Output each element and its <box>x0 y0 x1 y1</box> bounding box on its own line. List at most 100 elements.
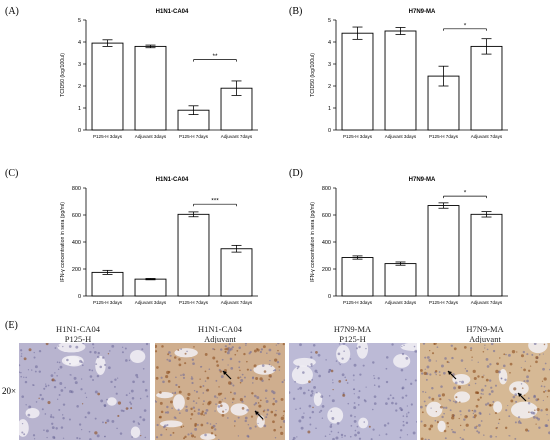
nucleus <box>424 368 426 370</box>
nucleus <box>89 350 92 354</box>
panel-label-c: (C) <box>5 168 19 179</box>
nucleus <box>330 430 333 433</box>
nucleus <box>385 402 388 405</box>
nucleus <box>146 395 149 398</box>
nucleus <box>245 344 247 346</box>
stain-spot <box>199 385 202 389</box>
stain-spot <box>160 410 164 414</box>
y-tick-label: 600 <box>322 213 331 219</box>
nucleus <box>354 433 357 437</box>
nucleus <box>477 361 479 363</box>
nucleus <box>431 387 434 390</box>
stain-spot <box>193 410 196 412</box>
nucleus <box>96 355 100 359</box>
nucleus <box>53 385 57 389</box>
stain-spot <box>481 375 484 379</box>
stain-spot <box>535 360 538 364</box>
nucleus <box>299 407 302 410</box>
nucleus <box>252 382 254 384</box>
nucleus <box>212 347 215 350</box>
nucleus <box>239 376 242 379</box>
nucleus <box>547 419 549 421</box>
nucleus <box>20 355 23 358</box>
nucleus <box>206 422 209 425</box>
stain-spot <box>262 345 266 349</box>
stain-spot <box>423 423 427 427</box>
stain-spot <box>204 353 208 356</box>
y-tick-label: 200 <box>72 267 81 273</box>
nucleus <box>142 367 145 370</box>
magnification-label: 20× <box>2 386 17 396</box>
arrow-head <box>448 371 452 375</box>
chart-b: H7N9-MA 0 1 2 3 4 5 TCID50 (log/100ul) P125-H 3d… <box>310 9 508 139</box>
nucleus <box>76 405 79 408</box>
alveolar-space <box>173 394 185 411</box>
nucleus <box>316 391 318 394</box>
stain-spot <box>259 399 262 402</box>
nucleus <box>424 356 427 359</box>
nucleus <box>474 382 477 385</box>
nucleus <box>546 413 548 416</box>
nucleus <box>166 358 169 361</box>
stain-spot <box>342 393 346 397</box>
stain-spot <box>547 389 550 393</box>
nucleus <box>277 352 281 356</box>
nucleus <box>490 390 494 393</box>
nucleus <box>313 385 317 389</box>
x-tick-label: Adjuvant 7days <box>471 300 503 305</box>
nucleus <box>523 380 526 383</box>
stain-spot <box>459 401 461 403</box>
nucleus <box>538 354 541 356</box>
nucleus <box>91 369 94 372</box>
nucleus <box>199 366 202 368</box>
nucleus <box>423 400 426 403</box>
nucleus <box>371 408 374 411</box>
significance-label: *** <box>211 198 219 205</box>
nucleus <box>401 396 404 399</box>
nucleus <box>335 360 338 362</box>
stain-spot <box>215 360 219 363</box>
nucleus <box>512 395 516 399</box>
micrograph-title-2-line2: Adjuvant <box>204 334 236 344</box>
stain-spot <box>509 371 511 374</box>
stain-spot <box>165 428 168 431</box>
alveolar-space <box>174 348 198 358</box>
nucleus <box>25 404 27 406</box>
stain-spot <box>97 392 101 396</box>
y-tick-label: 0 <box>78 128 81 134</box>
nucleus <box>497 422 500 425</box>
stain-spot <box>253 349 257 353</box>
nucleus <box>92 347 95 349</box>
stain-spot <box>246 368 249 371</box>
nucleus <box>490 343 494 346</box>
nucleus <box>253 403 256 406</box>
nucleus <box>110 380 113 384</box>
nucleus <box>504 378 507 382</box>
nucleus <box>482 393 484 395</box>
nucleus <box>422 343 426 345</box>
nucleus <box>543 385 546 388</box>
nucleus <box>108 350 111 352</box>
nucleus <box>62 417 65 420</box>
nucleus <box>353 402 356 404</box>
nucleus <box>465 369 469 373</box>
y-tick-label: 3 <box>328 62 331 68</box>
nucleus <box>94 390 98 394</box>
nucleus <box>424 404 427 407</box>
nucleus <box>111 419 115 423</box>
stain-spot <box>187 392 191 396</box>
nucleus <box>485 357 489 361</box>
y-tick-label: 600 <box>72 213 81 219</box>
nucleus <box>197 408 201 411</box>
y-tick-label: 800 <box>322 186 331 192</box>
stain-spot <box>194 424 197 427</box>
stain-spot <box>202 403 204 405</box>
nucleus <box>68 418 71 421</box>
x-tick-label: P125-H 7days <box>429 134 459 139</box>
nucleus <box>21 431 24 434</box>
x-tick-label: Adjuvant 7days <box>221 300 253 305</box>
stain-spot <box>216 364 220 367</box>
nucleus <box>484 384 487 387</box>
nucleus <box>27 369 30 371</box>
nucleus <box>131 396 135 400</box>
